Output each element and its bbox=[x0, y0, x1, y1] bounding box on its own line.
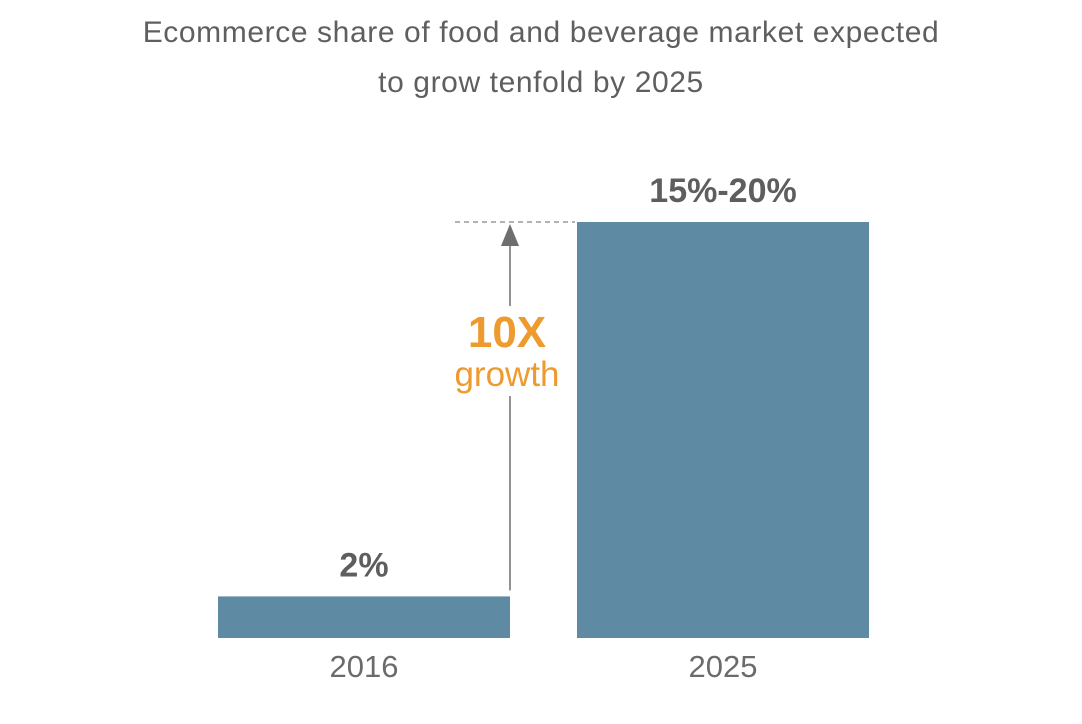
chart-title-line-2: to grow tenfold by 2025 bbox=[378, 66, 704, 99]
category-label-2025: 2025 bbox=[689, 649, 758, 684]
growth-text-label: growth bbox=[454, 355, 559, 394]
growth-multiplier-label: 10X bbox=[468, 308, 546, 357]
arrow-head bbox=[501, 224, 519, 246]
bar-2016 bbox=[218, 596, 510, 638]
chart-title: Ecommerce share of food and beverage mar… bbox=[40, 8, 1042, 108]
bars-layer: 2% 2016 15%-20% 2025 bbox=[218, 172, 869, 684]
chart-title-line-1: Ecommerce share of food and beverage mar… bbox=[142, 16, 940, 49]
value-label-2016: 2% bbox=[339, 546, 388, 584]
bar-2025 bbox=[577, 222, 869, 638]
value-label-2025: 15%-20% bbox=[649, 172, 796, 210]
category-label-2016: 2016 bbox=[330, 649, 399, 684]
